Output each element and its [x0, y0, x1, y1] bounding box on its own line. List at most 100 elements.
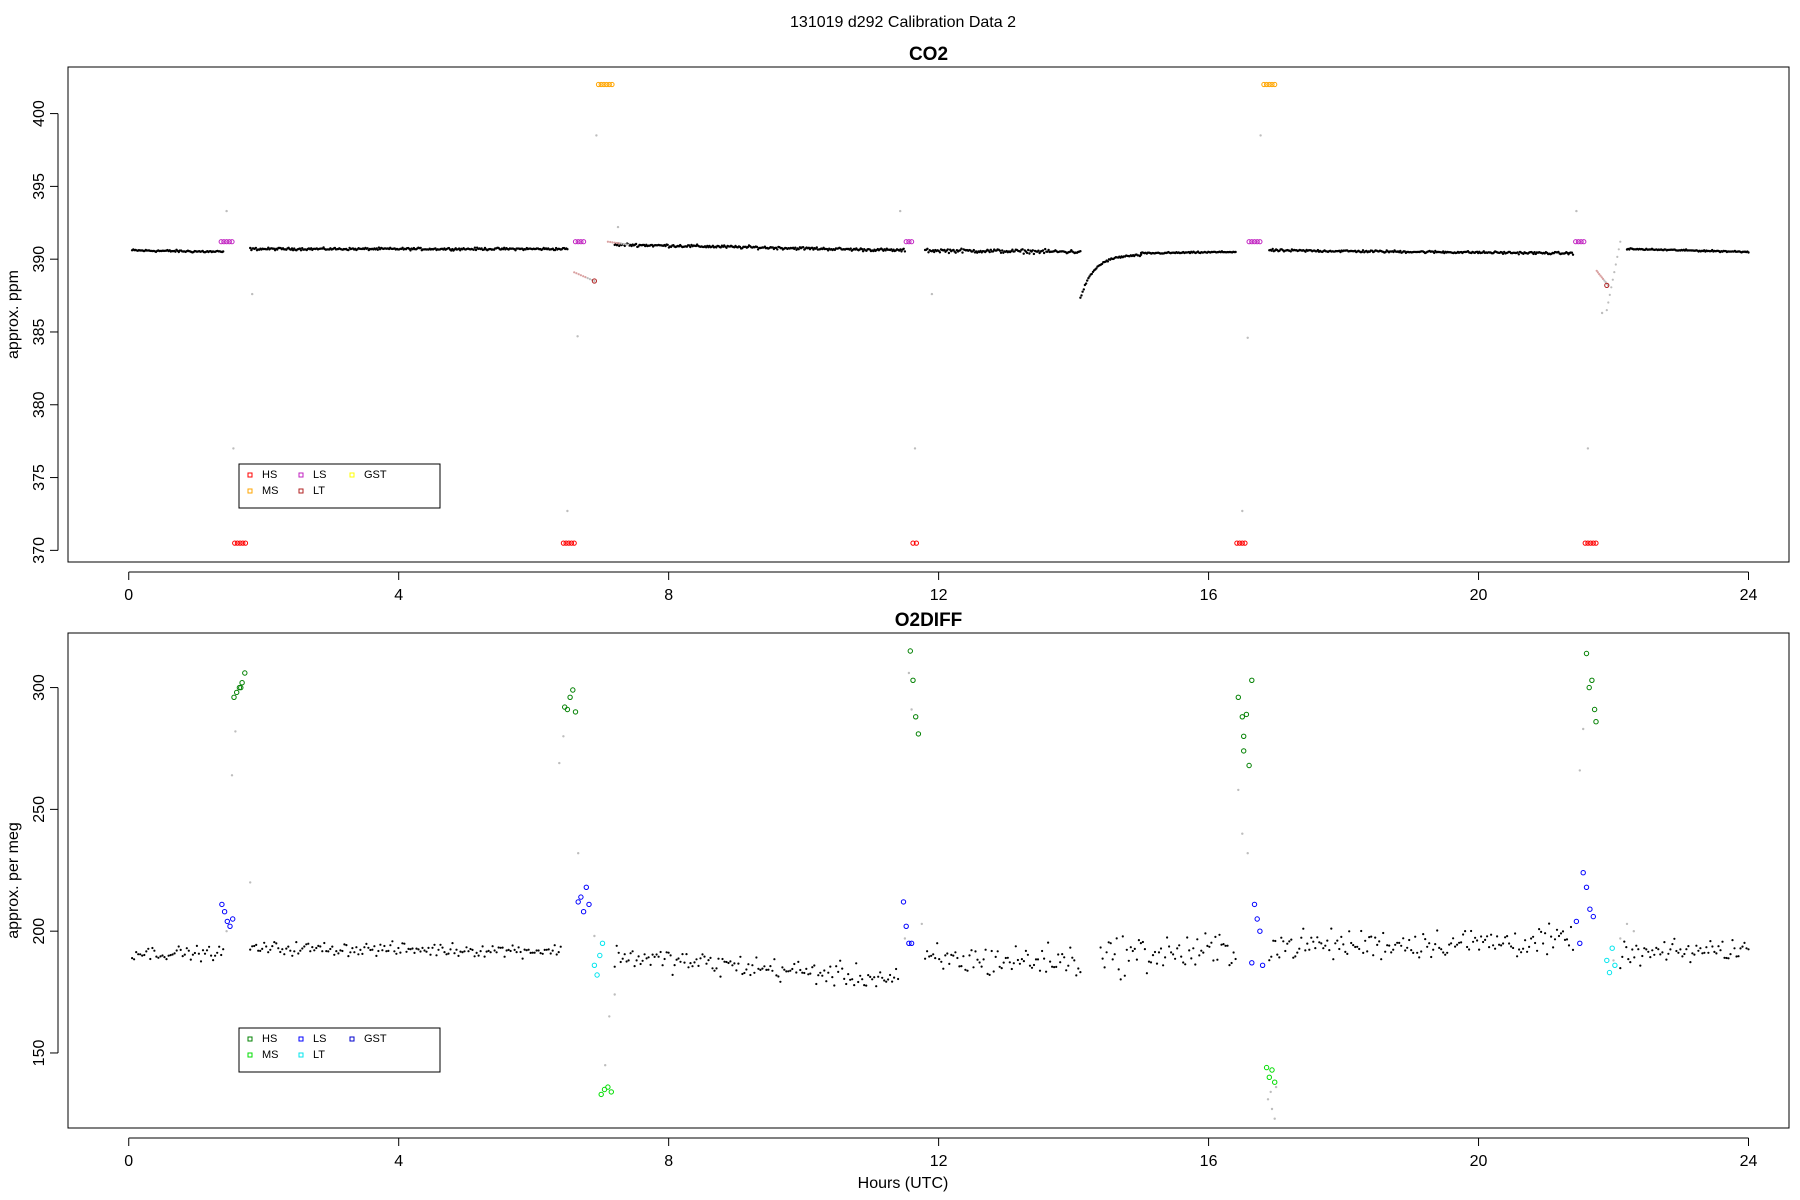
ambient-point: [875, 985, 878, 988]
flush-point: [582, 275, 585, 278]
ambient-point: [1635, 944, 1638, 947]
calibration-point-ls: [906, 239, 912, 245]
ambient-point: [679, 960, 682, 963]
ambient-point: [1500, 944, 1503, 947]
y-tick-label: 380: [31, 391, 48, 418]
legend-label: HS: [262, 1033, 277, 1045]
ambient-point: [419, 246, 422, 250]
calibration-point-hs: [1249, 677, 1255, 683]
ambient-point: [195, 944, 198, 948]
ambient-point: [1290, 938, 1293, 941]
ambient-point: [427, 946, 430, 950]
ambient-point: [1743, 941, 1746, 945]
ambient-point: [625, 960, 628, 963]
ambient-point: [311, 946, 314, 949]
ambient-point: [826, 249, 830, 252]
flush-point: [615, 241, 619, 245]
ambient-point: [1316, 936, 1319, 939]
ambient-point: [1032, 252, 1036, 256]
calibration-point-ls: [229, 239, 235, 245]
ambient-point: [1121, 935, 1124, 938]
ambient-point: [749, 973, 752, 977]
ambient-point: [1100, 262, 1104, 266]
ambient-point: [1047, 941, 1050, 944]
ambient-point: [1125, 948, 1128, 951]
ambient-point: [1001, 249, 1004, 252]
ambient-point: [1378, 940, 1381, 943]
ambient-point: [387, 949, 390, 953]
ambient-point: [250, 248, 253, 252]
ambient-point: [254, 246, 258, 250]
ambient-point: [131, 957, 134, 960]
ambient-point: [673, 964, 676, 967]
ambient-point: [944, 954, 947, 957]
ambient-point: [1270, 249, 1273, 252]
ambient-point: [998, 965, 1001, 968]
ambient-point: [900, 250, 903, 253]
ambient-point: [1079, 250, 1082, 253]
ambient-point: [371, 948, 374, 951]
ambient-point: [1079, 296, 1082, 299]
ambient-point: [627, 959, 630, 962]
ambient-point: [543, 948, 546, 952]
flush-point: [1619, 240, 1622, 243]
ambient-point: [1159, 947, 1163, 950]
flush-point: [1610, 286, 1613, 289]
calibration-point-hs: [568, 540, 575, 546]
ambient-point: [309, 950, 312, 953]
ambient-point: [1206, 944, 1209, 948]
ambient-point: [322, 246, 325, 249]
legend-label: GST: [364, 469, 387, 481]
calibration-point-ls: [1587, 906, 1593, 912]
ambient-point: [1320, 942, 1323, 945]
flush-point: [579, 274, 583, 277]
flush-point: [1266, 1098, 1270, 1101]
ambient-point: [687, 966, 690, 969]
ambient-point: [1659, 953, 1662, 956]
ambient-point: [893, 976, 896, 979]
ambient-point: [377, 949, 380, 953]
ambient-point: [271, 945, 274, 948]
ambient-point: [1021, 248, 1024, 251]
ambient-point: [376, 248, 379, 251]
ambient-point: [1422, 933, 1425, 936]
ambient-point: [954, 251, 957, 254]
calibration-point-lt: [1604, 282, 1610, 288]
y-tick-label: 200: [31, 918, 48, 945]
calibration-point-hs: [1582, 540, 1588, 546]
ambient-point: [1569, 925, 1573, 929]
ambient-point: [341, 949, 344, 953]
ambient-point: [355, 946, 358, 949]
ambient-point: [489, 951, 492, 954]
ambient-point: [789, 969, 792, 972]
ambient-point: [1088, 275, 1091, 278]
y-tick-label: 400: [31, 100, 48, 127]
calibration-point-ms: [598, 1091, 604, 1098]
ambient-point: [1041, 249, 1045, 252]
flush-point: [1269, 1090, 1272, 1094]
ambient-point: [1214, 935, 1217, 939]
o2diff-x-axis: 0 4 8 12 16 20 24: [124, 1137, 1758, 1170]
ambient-point: [1030, 966, 1034, 969]
ambient-point: [729, 960, 732, 963]
calibration-point-hs: [240, 540, 246, 546]
ambient-point: [1516, 955, 1519, 958]
ambient-point: [503, 955, 506, 958]
ambient-point: [471, 948, 474, 952]
ambient-point: [1392, 948, 1395, 951]
ambient-point: [1332, 958, 1335, 961]
flush-point: [608, 1015, 611, 1018]
calibration-point-ls: [900, 899, 907, 905]
ambient-point: [1145, 972, 1148, 975]
legend-label: GST: [364, 1033, 387, 1045]
calibration-point-ls: [1257, 928, 1263, 934]
calibration-point-hs: [567, 694, 573, 700]
ambient-point: [1565, 938, 1569, 941]
ambient-point: [1412, 951, 1415, 955]
calibration-point-hs: [1239, 540, 1245, 546]
ambient-point: [1468, 948, 1471, 951]
ambient-point: [1176, 947, 1179, 950]
x-tick-label: 0: [124, 1153, 133, 1170]
legend-label: LS: [313, 469, 326, 481]
ambient-point: [1139, 253, 1143, 256]
